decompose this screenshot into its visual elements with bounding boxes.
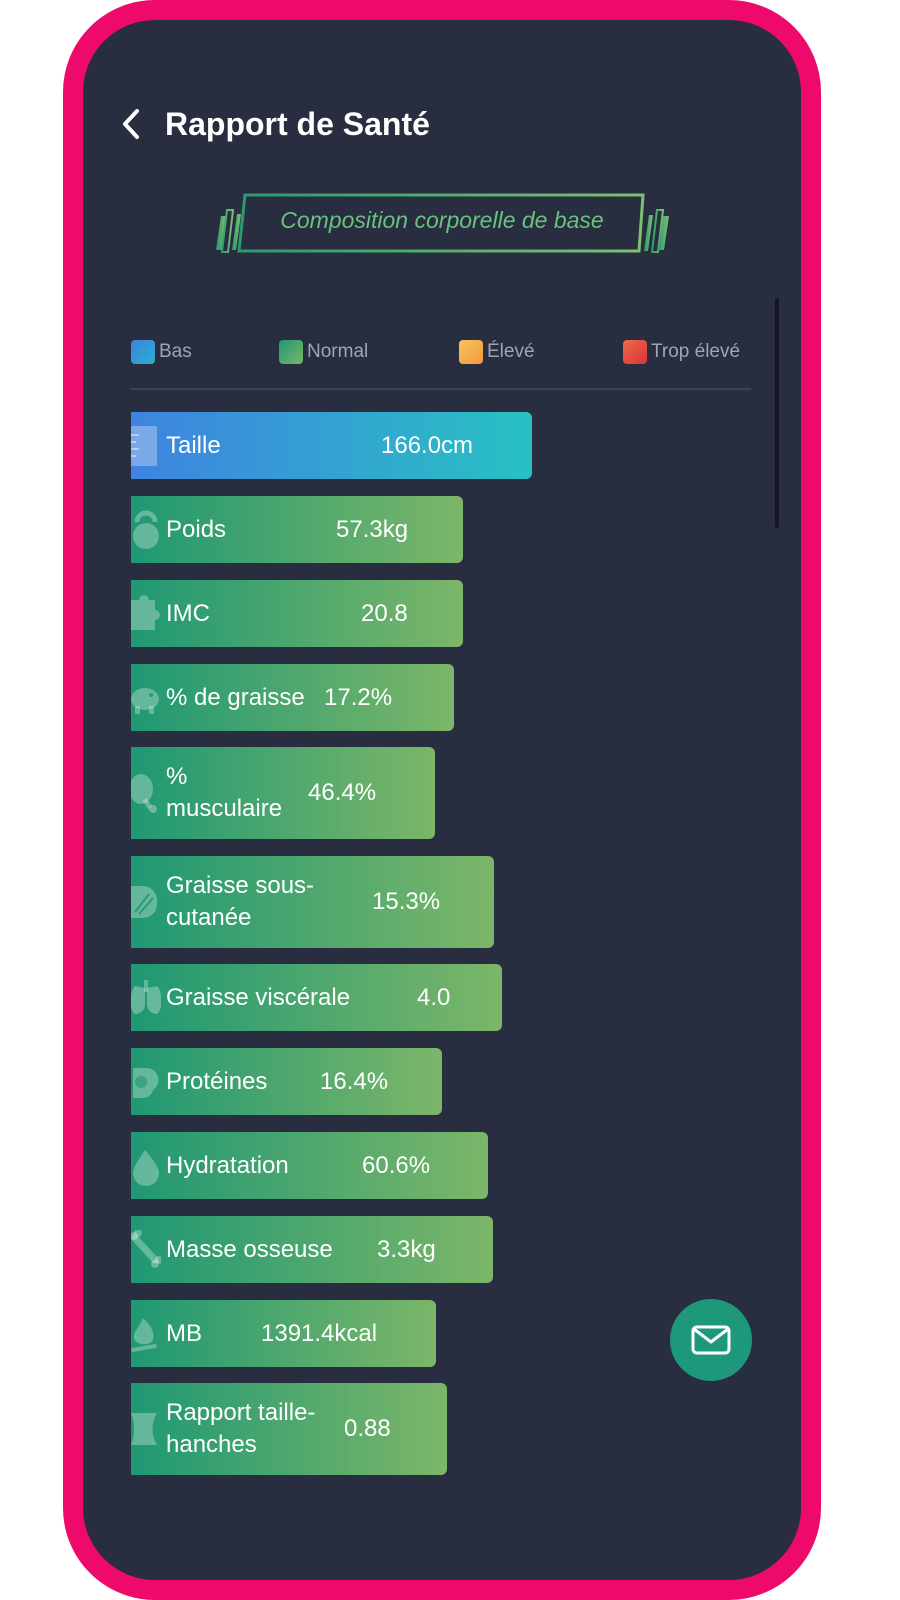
- legend-swatch-eleve: [459, 340, 483, 364]
- metric-label: Protéines: [166, 1067, 268, 1095]
- legend-label-trop-eleve: Trop élevé: [651, 341, 741, 362]
- banner-frame-icon: [216, 193, 669, 253]
- fat-layer-icon: [131, 880, 163, 924]
- metric-value: 46.4%: [308, 779, 377, 806]
- metric-label: Taille: [166, 431, 221, 459]
- metric-row-graisse-sous-cutanee[interactable]: Graisse sous-cutanée 15.3%: [131, 856, 494, 948]
- metric-label: % musculaire: [166, 763, 283, 822]
- metric-row-poids[interactable]: Poids 57.3kg: [131, 496, 463, 563]
- waist-icon: [131, 1407, 163, 1451]
- legend-swatch-bas: [131, 340, 155, 364]
- metric-label: Graisse sous-cutanée: [166, 872, 315, 931]
- scrollbar[interactable]: [775, 298, 779, 528]
- puzzle-icon: [131, 592, 163, 636]
- section-banner: Composition corporelle de base: [211, 185, 673, 255]
- metric-row-masse-osseuse[interactable]: Masse osseuse 3.3kg: [131, 1216, 493, 1283]
- metric-row-hydratation[interactable]: Hydratation 60.6%: [131, 1132, 488, 1199]
- metric-label: Poids: [166, 515, 227, 543]
- legend-swatch-trop-eleve: [623, 340, 647, 364]
- metric-value: 0.88: [344, 1415, 391, 1442]
- chevron-left-icon: [123, 109, 139, 139]
- metric-label: IMC: [166, 599, 210, 627]
- legend-divider: [131, 388, 751, 390]
- mail-icon: [691, 1325, 731, 1355]
- bone-icon: [131, 1228, 163, 1272]
- piggy-bank-icon: [131, 676, 163, 720]
- lungs-icon: [131, 976, 163, 1020]
- metric-label: MB: [166, 1319, 202, 1347]
- metric-label: Hydratation: [166, 1151, 289, 1179]
- kettlebell-icon: [131, 508, 163, 552]
- metric-value: 16.4%: [320, 1067, 389, 1095]
- metric-value: 60.6%: [362, 1151, 431, 1179]
- metric-row-taille[interactable]: Taille 166.0cm: [131, 412, 532, 479]
- legend-item-trop-eleve: Trop élevé: [623, 340, 740, 364]
- metric-row-imc[interactable]: IMC 20.8: [131, 580, 463, 647]
- legend-swatch-normal: [279, 340, 303, 364]
- legend-item-bas: Bas: [131, 340, 192, 364]
- flame-icon: [131, 1312, 163, 1356]
- metric-value: 4.0: [417, 983, 451, 1011]
- metric-row-mb[interactable]: MB 1391.4kcal: [131, 1300, 436, 1367]
- metric-row-rapport-taille-hanches[interactable]: Rapport taille-hanches 0.88: [131, 1383, 447, 1475]
- metric-row-graisse-viscerale[interactable]: Graisse viscérale 4.0: [131, 964, 502, 1031]
- metric-value: 166.0cm: [381, 431, 474, 459]
- metric-value: 15.3%: [372, 888, 441, 915]
- section-title: Composition corporelle de base: [280, 206, 604, 233]
- phone-frame: Rapport de Santé Composition corporelle …: [63, 0, 821, 1600]
- mail-button[interactable]: [670, 1299, 752, 1381]
- metric-label: Masse osseuse: [166, 1235, 333, 1263]
- page-title: Rapport de Santé: [165, 106, 430, 142]
- ruler-icon: [131, 424, 163, 468]
- metric-value: 3.3kg: [377, 1235, 436, 1263]
- metric-row-musculaire[interactable]: % musculaire 46.4%: [131, 747, 435, 839]
- header: Rapport de Santé: [83, 98, 801, 154]
- metric-row-graisse[interactable]: % de graisse 17.2%: [131, 664, 454, 731]
- metric-value: 1391.4kcal: [261, 1319, 378, 1347]
- legend-item-normal: Normal: [279, 340, 368, 364]
- metric-list: Taille 166.0cm Poids 57.3kg IMC 20.8 % d…: [83, 20, 801, 1580]
- water-drop-icon: [131, 1144, 163, 1188]
- metric-label: Rapport taille-hanches: [166, 1399, 316, 1458]
- legend-label-eleve: Élevé: [487, 341, 535, 362]
- back-button[interactable]: [111, 104, 151, 144]
- legend-label-bas: Bas: [159, 341, 192, 362]
- metric-value: 17.2%: [324, 683, 393, 711]
- metric-value: 20.8: [361, 599, 408, 627]
- metric-label: Graisse viscérale: [166, 983, 351, 1011]
- egg-icon: [131, 1060, 163, 1104]
- legend-item-eleve: Élevé: [459, 340, 535, 364]
- metric-row-proteines[interactable]: Protéines 16.4%: [131, 1048, 442, 1115]
- legend: Bas Normal Élevé Trop élevé: [131, 340, 751, 370]
- legend-label-normal: Normal: [307, 341, 369, 362]
- metric-value: 57.3kg: [336, 515, 409, 543]
- drumstick-icon: [131, 771, 163, 815]
- metric-label: % de graisse: [166, 683, 305, 711]
